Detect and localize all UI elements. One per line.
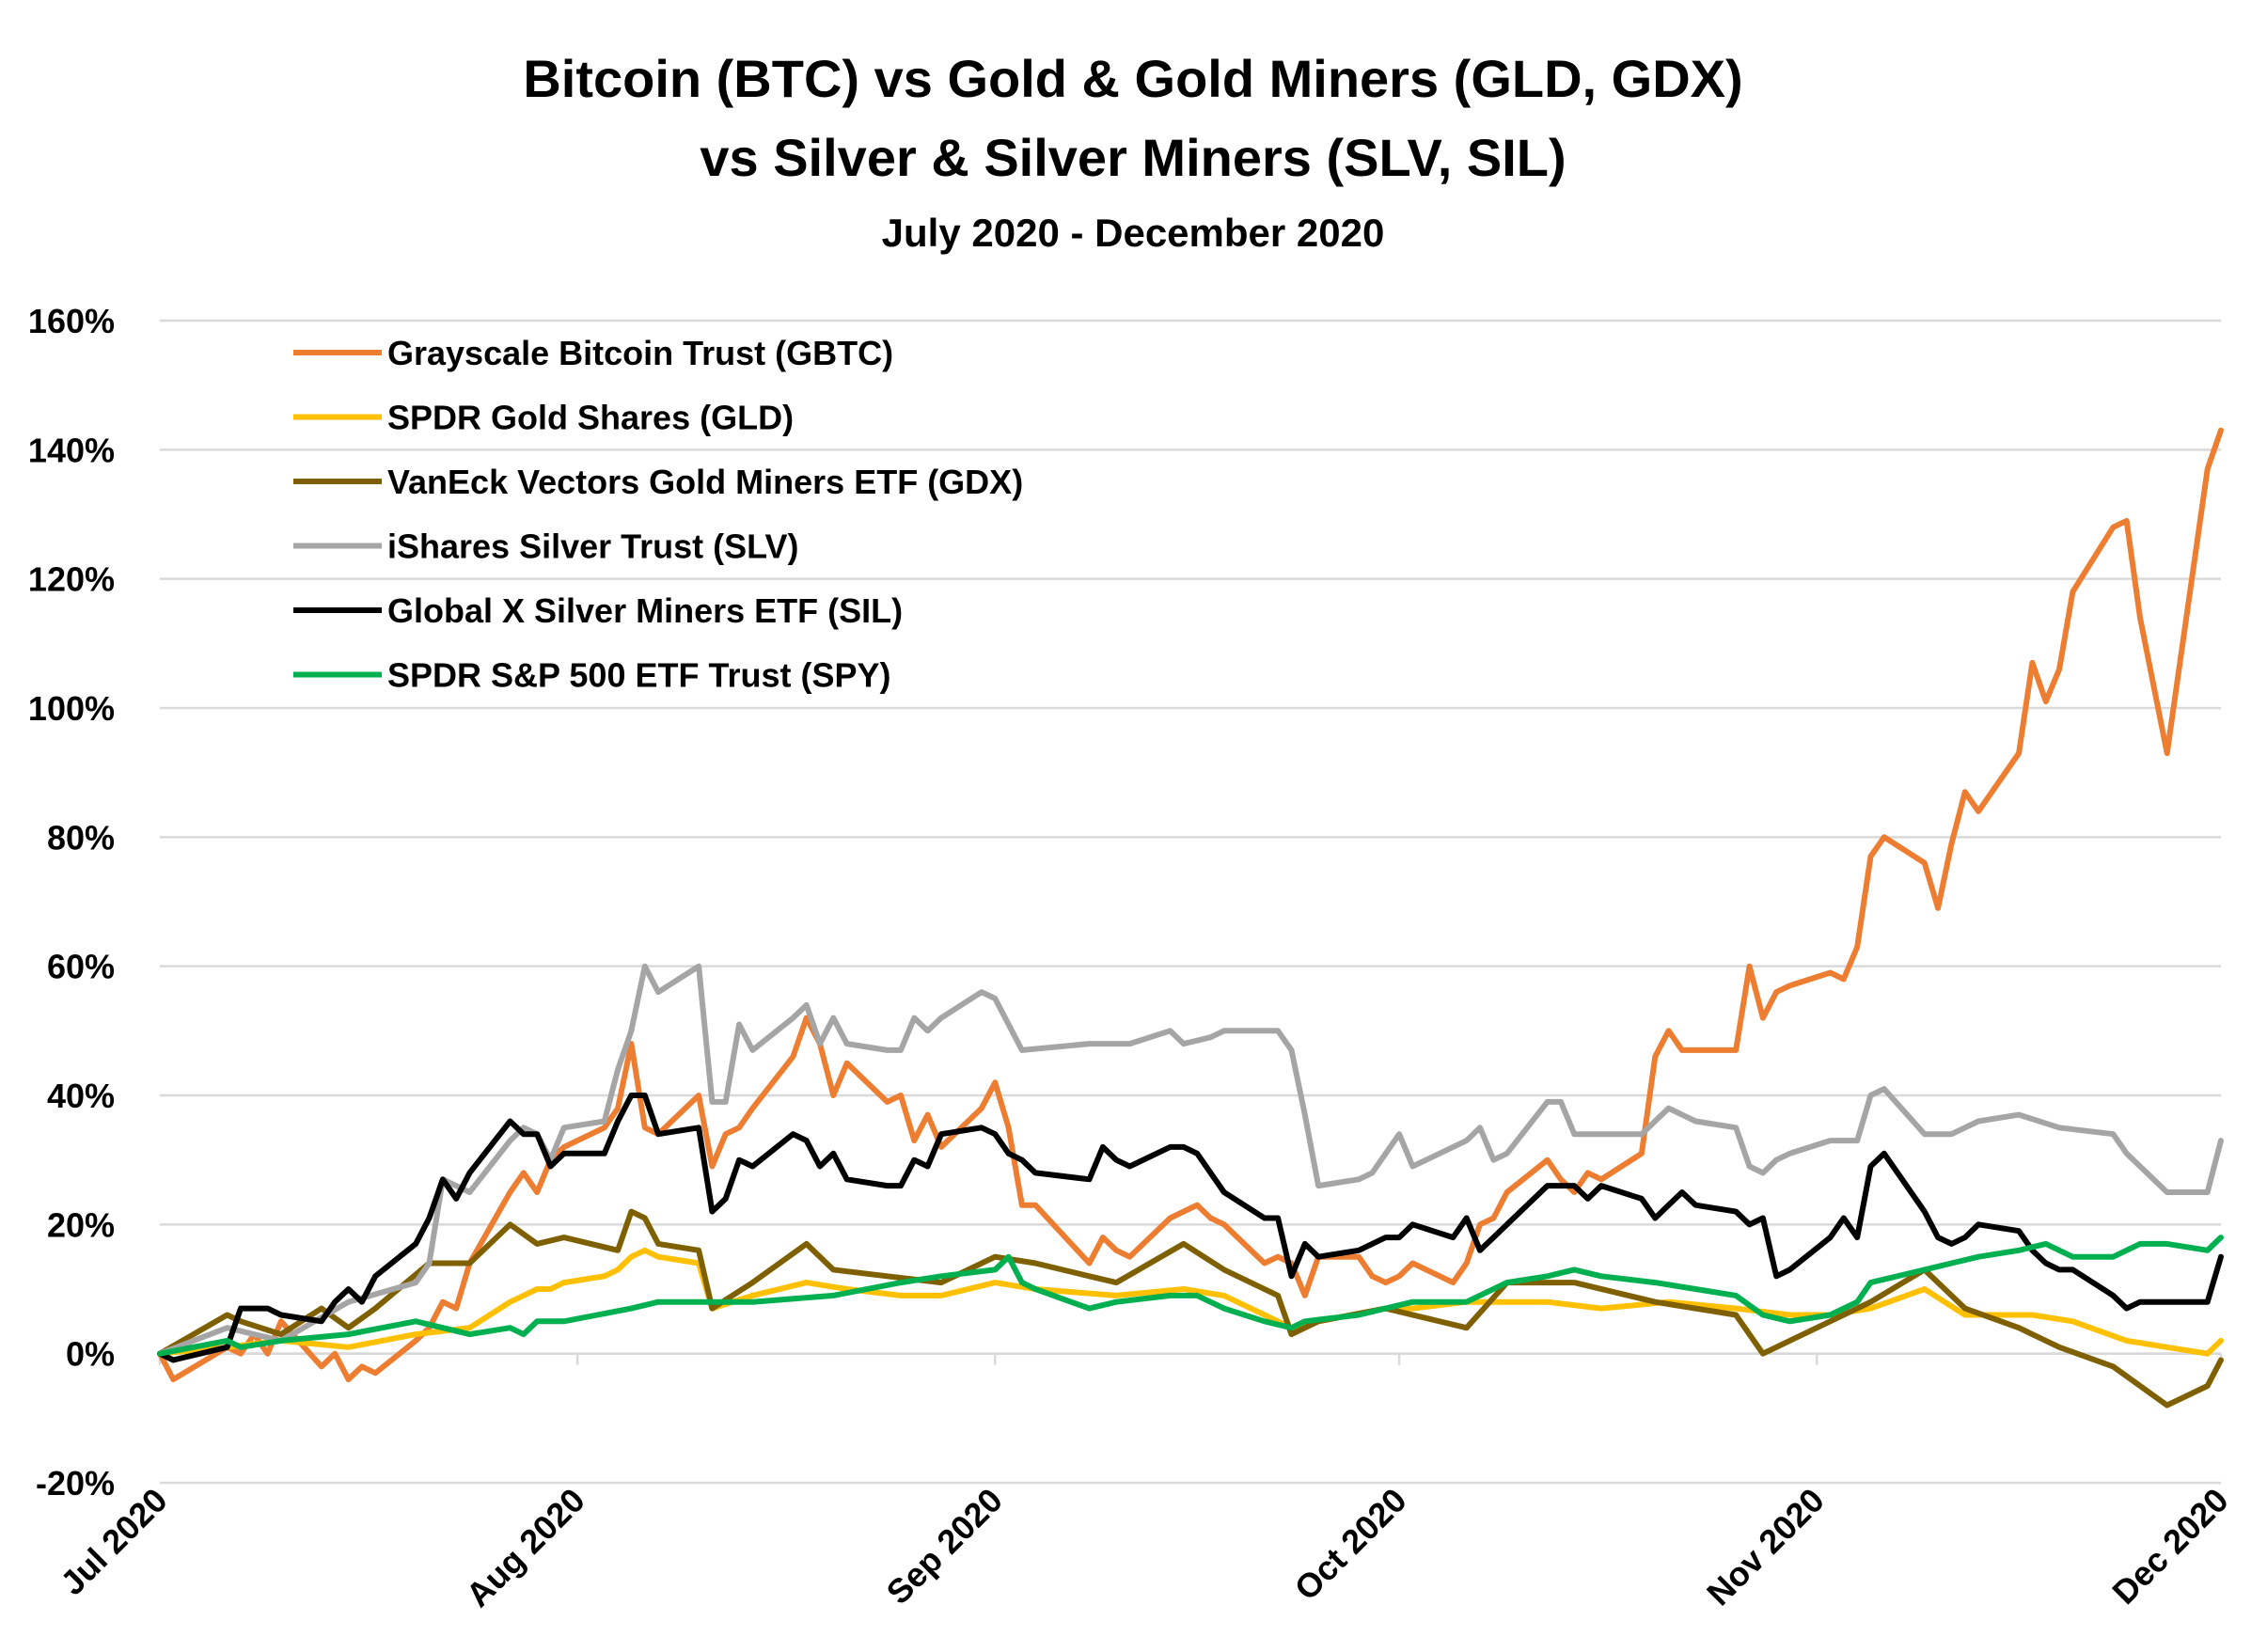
series-line-2 bbox=[157, 1208, 2224, 1408]
y-tick-label: 20% bbox=[47, 1205, 115, 1244]
x-tick-label: Aug 2020 bbox=[459, 1481, 592, 1614]
legend-label: Grayscale Bitcoin Trust (GBTC) bbox=[387, 334, 893, 372]
series-lines bbox=[157, 427, 2224, 1408]
y-tick-label: 100% bbox=[28, 689, 115, 728]
series-line-0 bbox=[157, 427, 2224, 1383]
y-tick-label: 40% bbox=[47, 1077, 115, 1115]
legend-label: iShares Silver Trust (SLV) bbox=[387, 527, 798, 566]
series-line-5 bbox=[157, 1235, 2224, 1357]
chart-title-line-1: Bitcoin (BTC) vs Gold & Gold Miners (GLD… bbox=[523, 49, 1742, 108]
legend: Grayscale Bitcoin Trust (GBTC) SPDR Gold … bbox=[293, 334, 1023, 695]
y-tick-label: 80% bbox=[47, 818, 115, 857]
legend-label: SPDR S&P 500 ETF Trust (SPY) bbox=[387, 656, 890, 695]
x-tick-label: Nov 2020 bbox=[1699, 1481, 1832, 1613]
series-line-1 bbox=[157, 1247, 2224, 1357]
legend-label: SPDR Gold Shares (GLD) bbox=[387, 399, 794, 437]
legend-label: Global X Silver Miners ETF (SIL) bbox=[387, 591, 903, 630]
x-tick-label: Oct 2020 bbox=[1287, 1481, 1414, 1608]
x-tick-label: Dec 2020 bbox=[2104, 1481, 2235, 1612]
axes: -20%0%20%40%60%80%100%120%140%160%Jul 20… bbox=[28, 302, 2236, 1614]
chart-subtitle: July 2020 - December 2020 bbox=[882, 211, 1385, 255]
chart-title-line-2: vs Silver & Silver Miners (SLV, SIL) bbox=[700, 128, 1566, 187]
y-tick-label: 60% bbox=[47, 948, 115, 986]
y-tick-label: 140% bbox=[28, 431, 115, 469]
y-tick-label: -20% bbox=[36, 1464, 115, 1503]
legend-label: VanEck Vectors Gold Miners ETF (GDX) bbox=[387, 463, 1023, 501]
y-tick-label: 0% bbox=[66, 1335, 115, 1374]
series-line-3 bbox=[157, 963, 2224, 1357]
x-tick-label: Sep 2020 bbox=[879, 1481, 1010, 1612]
series-line-4 bbox=[157, 1093, 2224, 1363]
y-tick-label: 160% bbox=[28, 302, 115, 340]
y-tick-label: 120% bbox=[28, 560, 115, 599]
